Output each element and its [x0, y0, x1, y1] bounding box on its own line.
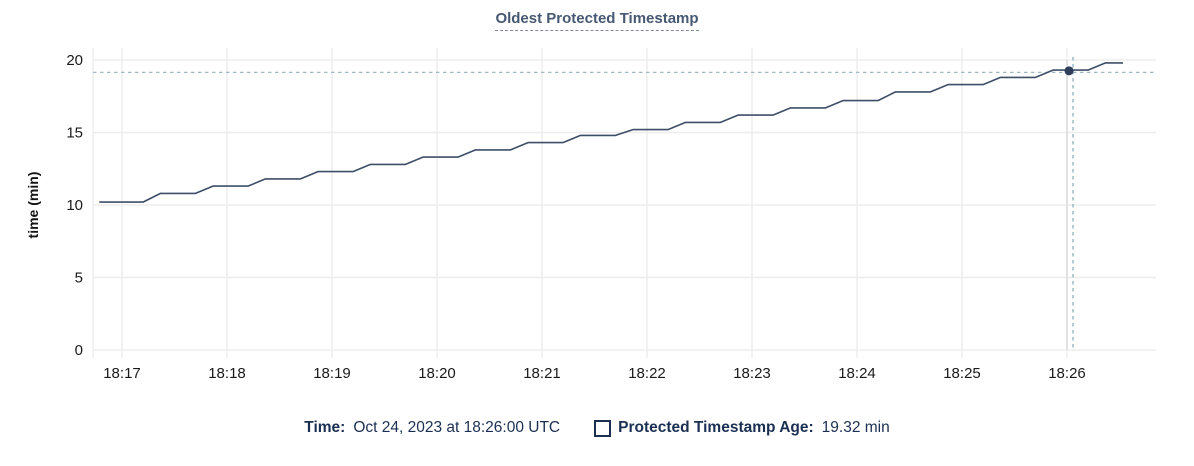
x-tick-label: 18:17 [103, 365, 141, 382]
time-value: Oct 24, 2023 at 18:26:00 UTC [353, 419, 561, 436]
y-tick-label: 15 [66, 125, 83, 142]
x-tick-label: 18:26 [1048, 365, 1086, 382]
series-value: 19.32 min [821, 419, 890, 436]
y-tick-label: 10 [66, 197, 83, 214]
x-tick-label: 18:19 [313, 365, 351, 382]
x-tick-label: 18:22 [628, 365, 666, 382]
x-tick-label: 18:25 [943, 365, 981, 382]
series-label[interactable]: Protected Timestamp Age: [618, 419, 814, 436]
chart-title[interactable]: Oldest Protected Timestamp [495, 10, 699, 31]
x-tick-label: 18:24 [838, 365, 876, 382]
legend-checkbox[interactable] [594, 419, 612, 437]
x-tick-label: 18:18 [208, 365, 246, 382]
x-tick-label: 18:23 [733, 365, 771, 382]
plot-area[interactable] [93, 48, 1156, 350]
y-tick-label: 5 [75, 270, 83, 287]
chart-legend: Time: Oct 24, 2023 at 18:26:00 UTC Prote… [0, 419, 1194, 437]
y-tick-label: 20 [66, 52, 83, 69]
y-tick-label: 0 [75, 342, 83, 359]
time-label: Time: [304, 419, 346, 436]
line-chart: 0 5 10 15 20 18:17 18:18 18:19 18:20 18:21 18:22 18… [66, 48, 1156, 382]
chart-header: Oldest Protected Timestamp [0, 10, 1194, 31]
hover-point [1064, 66, 1074, 76]
y-axis-title: time (min) [25, 171, 41, 239]
x-tick-label: 18:20 [418, 365, 456, 382]
x-tick-label: 18:21 [523, 365, 561, 382]
series-line [99, 62, 1123, 203]
